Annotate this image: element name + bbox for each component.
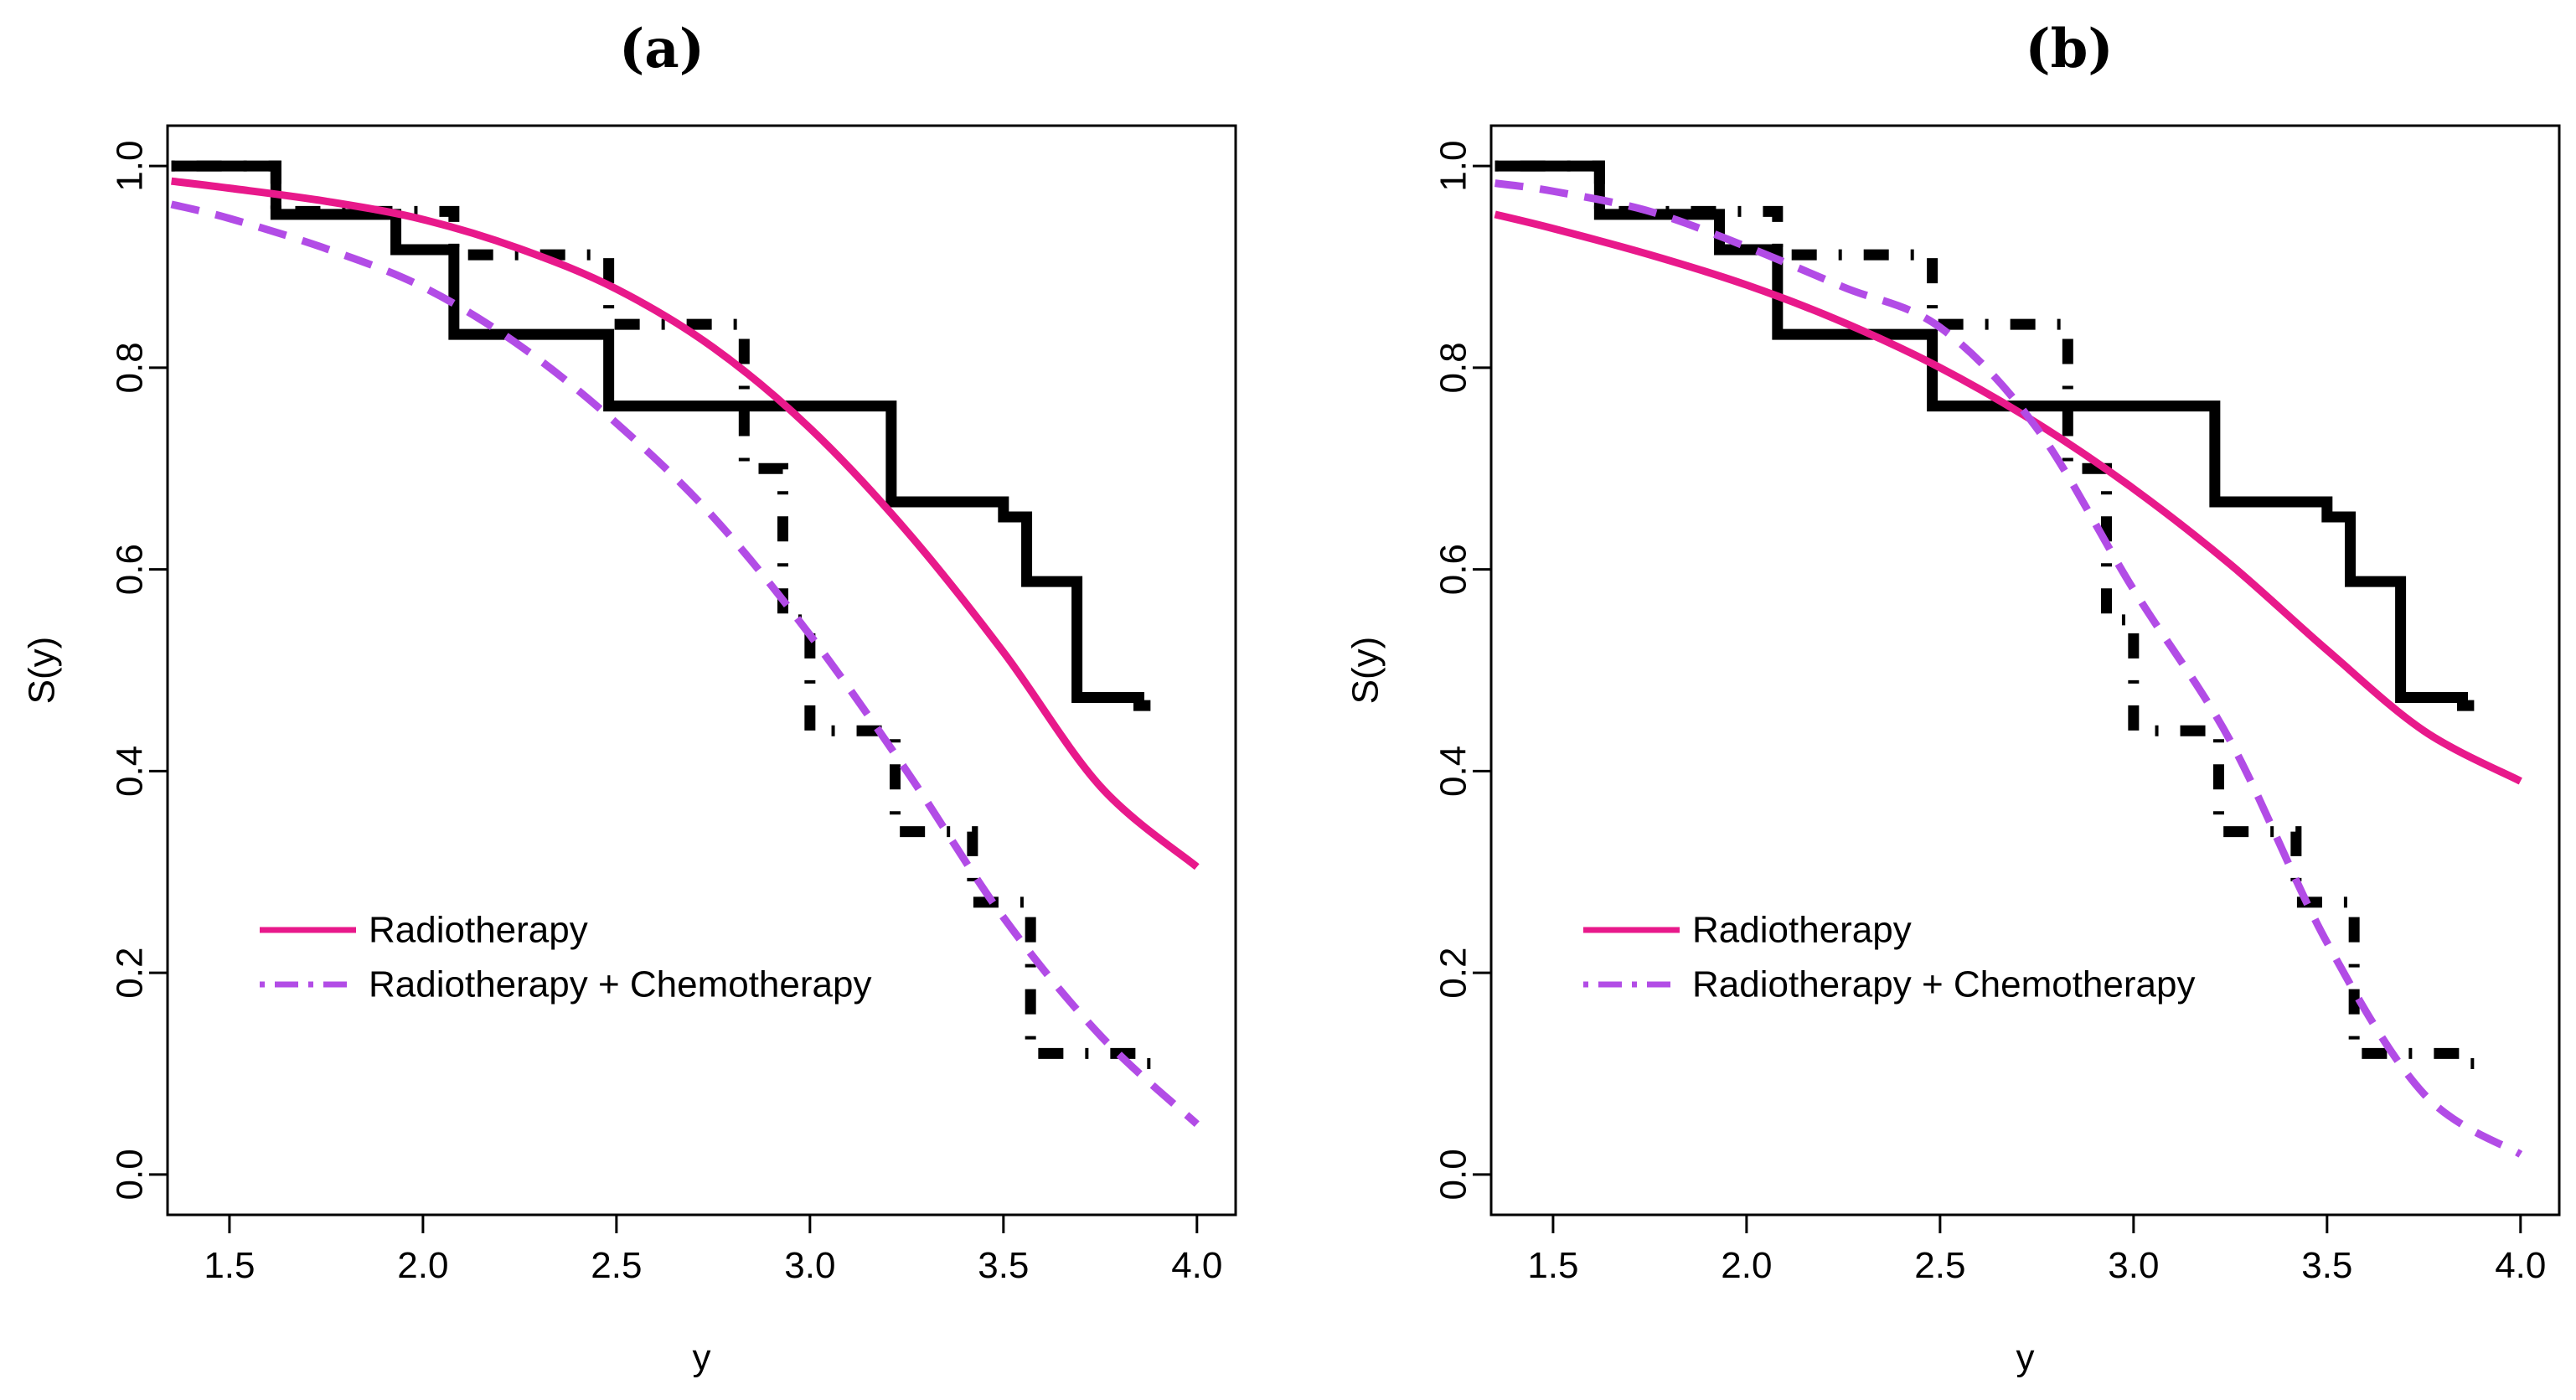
panel-title: (a)	[619, 18, 705, 80]
y-tick-label: 0.4	[110, 746, 151, 797]
series-line-km-radiotherapy	[171, 160, 1151, 711]
x-tick-label: 4.0	[2495, 1245, 2546, 1286]
x-tick-label: 3.5	[978, 1245, 1029, 1286]
y-tick-label: 1.0	[110, 141, 151, 192]
series-line-radiotherapy-chemotherapy	[1494, 179, 2523, 1158]
x-tick-label: 2.0	[397, 1245, 448, 1286]
x-tick-label: 3.0	[2108, 1245, 2159, 1286]
y-tick-label: 0.2	[1433, 948, 1474, 999]
y-tick-label: 0.0	[1433, 1149, 1474, 1200]
series-line-radiotherapy	[171, 177, 1200, 870]
y-tick-label: 0.4	[1433, 746, 1474, 797]
y-tick-label: 0.0	[110, 1149, 151, 1200]
y-tick-label: 0.6	[110, 544, 151, 595]
x-axis-title: y	[2016, 1337, 2035, 1378]
y-axis-title: S(y)	[22, 637, 63, 705]
series-line-radiotherapy-chemotherapy	[170, 200, 1200, 1127]
panel-b: (b) 1.5 2.0 2.5 3.0 3.5 4.0 0.0 0.2 0.4 0.6 0.8 1.0 y…	[1345, 18, 2561, 1378]
legend-label: Radiotherapy + Chemotherapy	[369, 964, 871, 1005]
series-line-km-radiotherapy	[1494, 160, 2475, 711]
x-tick-label: 3.0	[784, 1245, 835, 1286]
x-axis-title: y	[693, 1337, 711, 1378]
panel-a: (a) 1.5 2.0 2.5 3.0 3.5 4.0 0.0 0.2 0.4 0.6 0.8 1.0 y…	[22, 18, 1237, 1378]
x-tick-label: 1.5	[1527, 1245, 1578, 1286]
series-line-radiotherapy	[1494, 210, 2522, 785]
x-tick-label: 1.5	[204, 1245, 255, 1286]
y-tick-label: 0.6	[1433, 544, 1474, 595]
plot-frame	[1489, 124, 2561, 1217]
x-tick-label: 2.5	[1914, 1245, 1965, 1286]
panel-title: (b)	[2025, 18, 2113, 80]
y-tick-label: 1.0	[1433, 141, 1474, 192]
y-tick-label: 0.2	[110, 948, 151, 999]
y-tick-label: 0.8	[110, 342, 151, 393]
x-tick-label: 2.0	[1721, 1245, 1772, 1286]
legend-label: Radiotherapy + Chemotherapy	[1692, 964, 2195, 1005]
x-tick-label: 4.0	[1171, 1245, 1222, 1286]
y-tick-label: 0.8	[1433, 342, 1474, 393]
legend-label: Radiotherapy	[1692, 910, 1912, 951]
plot-frame	[166, 124, 1237, 1217]
legend-label: Radiotherapy	[369, 910, 588, 951]
y-axis-title: S(y)	[1345, 637, 1386, 705]
x-tick-label: 3.5	[2301, 1245, 2352, 1286]
x-tick-label: 2.5	[591, 1245, 642, 1286]
